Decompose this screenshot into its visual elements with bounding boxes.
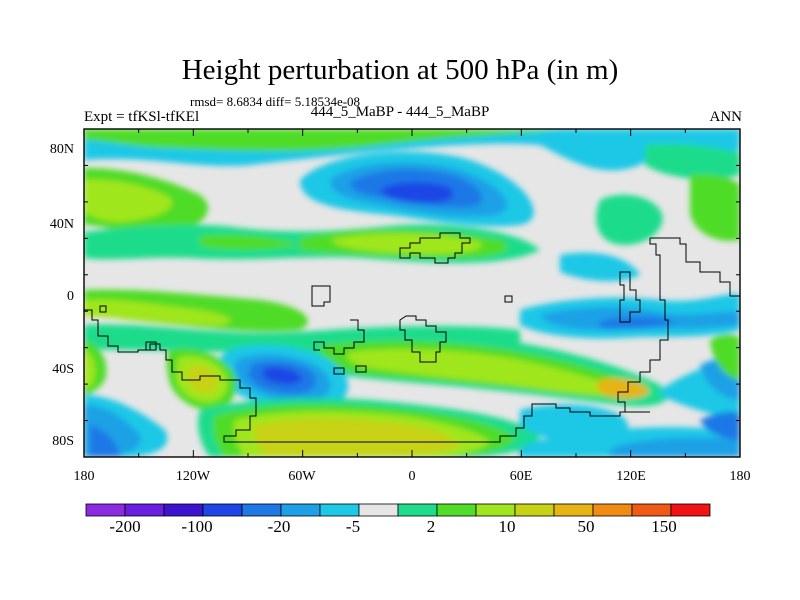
contour-field: [84, 129, 740, 457]
lon-tick-label: 120E: [616, 469, 646, 484]
experiment-label: Expt = tfKSl-tfKEl: [84, 109, 200, 125]
colorbar-box: [631, 503, 672, 517]
lat-tick-label: 40N: [50, 217, 74, 232]
lat-tick-label: 0: [67, 289, 74, 304]
colorbar-label: -20: [268, 517, 291, 536]
lon-tick-label: 60W: [288, 469, 316, 484]
colorbar-box: [592, 503, 633, 517]
colorbar-label: 150: [651, 517, 677, 536]
colorbar-box: [358, 503, 399, 517]
lon-tick-label: 60E: [510, 469, 533, 484]
lon-tick-label: 120W: [176, 469, 211, 484]
colorbar-box: [397, 503, 438, 517]
lat-tick-label: 80N: [50, 142, 74, 157]
latitude-axis: 80N 40N 0 40S 80S: [50, 142, 74, 449]
case-subtitle: 444_5_MaBP - 444_5_MaBP: [310, 104, 490, 120]
lon-tick-label: 0: [409, 469, 416, 484]
axis-ticks: [83, 128, 741, 458]
colorbar-label: 2: [427, 517, 436, 536]
season-label: ANN: [709, 109, 743, 125]
longitude-axis: 180 120W 60W 0 60E 120E 180: [74, 469, 751, 484]
colorbar-box: [202, 503, 243, 517]
rmsd-stats: rmsd= 8.6834 diff= 5.18534e-08: [190, 94, 361, 109]
colorbar-box: [163, 503, 204, 517]
colorbar-label: 10: [499, 517, 516, 536]
lon-tick-label: 180: [730, 469, 751, 484]
lat-tick-label: 40S: [52, 362, 74, 377]
colorbar-box: [670, 503, 711, 517]
coastlines: [84, 232, 740, 443]
colorbar-label: 50: [578, 517, 595, 536]
colorbar-label: -100: [181, 517, 212, 536]
colorbar-box: [553, 503, 594, 517]
colorbar-box: [241, 503, 282, 517]
colorbar-labels: -200 -100 -20 -5 2 10 50 150: [109, 517, 676, 536]
colorbar-box: [85, 503, 126, 517]
colorbar-box: [319, 503, 360, 517]
colorbar-box: [124, 503, 165, 517]
plot-title: Height perturbation at 500 hPa (in m): [181, 54, 619, 86]
lat-tick-label: 80S: [52, 434, 74, 449]
colorbar-label: -5: [346, 517, 360, 536]
colorbar: [85, 503, 711, 517]
colorbar-label: -200: [109, 517, 140, 536]
colorbar-box: [280, 503, 321, 517]
lon-tick-label: 180: [74, 469, 95, 484]
colorbar-box: [475, 503, 516, 517]
colorbar-box: [436, 503, 477, 517]
colorbar-box: [514, 503, 555, 517]
